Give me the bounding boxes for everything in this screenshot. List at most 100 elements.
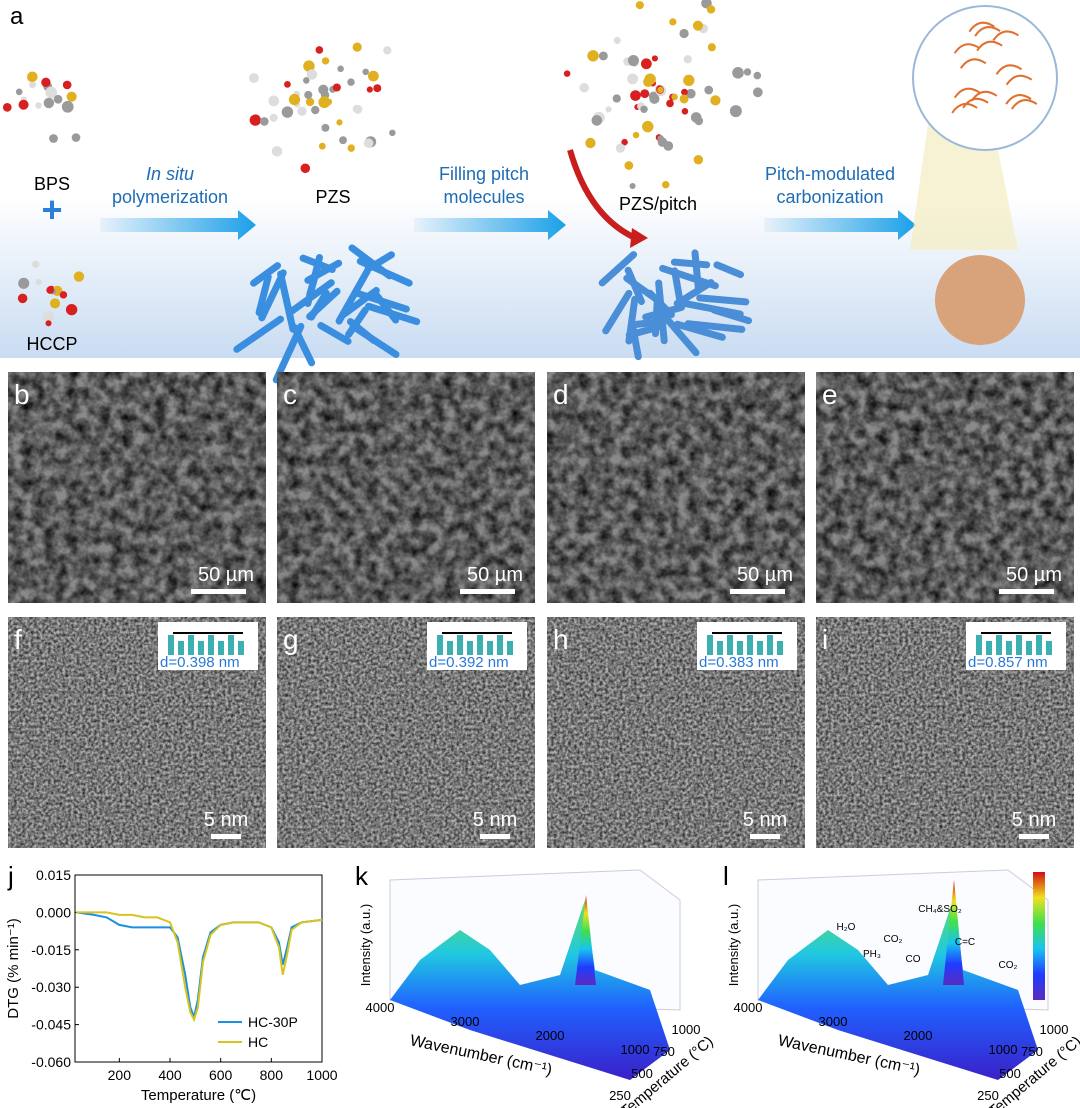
inset-peak xyxy=(737,641,743,655)
scale-label: 5 nm xyxy=(1012,809,1056,831)
atom xyxy=(690,112,702,123)
atom xyxy=(591,115,603,126)
y-tick-label: 500 xyxy=(999,1066,1021,1081)
inset-peak xyxy=(986,641,992,655)
inset-peak xyxy=(777,641,783,655)
atom xyxy=(49,298,61,309)
label: PZS/pitch xyxy=(619,194,697,214)
atom xyxy=(666,99,674,108)
atom xyxy=(651,55,658,62)
panel-label: g xyxy=(283,624,299,655)
inset-peak xyxy=(487,641,493,655)
rod xyxy=(659,264,719,290)
atom xyxy=(621,138,628,146)
x-tick-label: 2000 xyxy=(536,1028,565,1043)
carbon-arc xyxy=(953,87,981,99)
atom xyxy=(752,87,763,98)
atom xyxy=(15,88,23,96)
rod xyxy=(349,322,400,358)
atom xyxy=(627,73,639,85)
rod xyxy=(602,289,633,335)
rod xyxy=(250,262,282,287)
scale-label: 50 µm xyxy=(1006,564,1062,586)
rod xyxy=(673,320,726,341)
panel-label: j xyxy=(7,861,14,891)
atom xyxy=(2,102,12,112)
atom xyxy=(662,180,670,189)
atom xyxy=(339,136,347,145)
atom xyxy=(692,20,704,31)
scale-bar xyxy=(730,589,785,594)
atom xyxy=(281,106,294,118)
y-axis-label: DTG (% min⁻¹) xyxy=(5,918,22,1018)
panel-a-background xyxy=(0,0,1080,358)
panel-label: i xyxy=(822,624,828,655)
y-tick-label: 250 xyxy=(977,1088,999,1103)
step-label: molecules xyxy=(443,187,524,207)
atom xyxy=(605,106,612,113)
atom xyxy=(66,91,77,102)
carbon-particle xyxy=(935,255,1025,345)
atom xyxy=(18,99,29,110)
panel-l: l Intensity (a.u.) 4000 3000 2000 1000 2505007… xyxy=(723,861,1080,1108)
peak xyxy=(575,895,596,985)
rod xyxy=(304,259,343,284)
rod xyxy=(598,251,638,287)
rod xyxy=(642,303,686,321)
inset-peak xyxy=(1026,641,1032,655)
atom xyxy=(585,137,596,149)
atom xyxy=(563,70,571,77)
y-tick-label: 0.015 xyxy=(36,867,71,883)
plus: + xyxy=(41,189,62,230)
y-tick-label: 750 xyxy=(1021,1044,1043,1059)
x-tick-label: 3000 xyxy=(819,1014,848,1029)
scale-bar xyxy=(191,589,246,594)
annotation: CO₂ xyxy=(999,960,1018,971)
inset-peak xyxy=(727,635,733,655)
x-tick-label: 1000 xyxy=(306,1067,337,1083)
atom xyxy=(615,143,626,153)
atom xyxy=(332,83,341,92)
y-tick-label: -0.030 xyxy=(31,979,71,995)
carbon-arc xyxy=(1005,74,1033,86)
atom xyxy=(45,320,52,327)
atom xyxy=(318,142,326,150)
atom xyxy=(389,129,396,137)
atom xyxy=(366,86,373,93)
atom xyxy=(630,90,641,101)
rod xyxy=(255,273,272,317)
inset-peak xyxy=(996,635,1002,655)
atom xyxy=(306,69,318,80)
atom xyxy=(259,117,269,126)
atom xyxy=(587,50,599,62)
panel-label: a xyxy=(10,3,24,30)
inset-peak xyxy=(238,641,244,655)
carbon-arc xyxy=(951,102,978,114)
micrograph-texture xyxy=(8,372,266,603)
atom xyxy=(729,105,742,118)
panel-label: k xyxy=(355,861,369,891)
atom xyxy=(284,80,291,88)
x-tick-label: 1000 xyxy=(989,1042,1018,1057)
atom xyxy=(732,67,744,79)
inset-peak xyxy=(228,635,234,655)
atom xyxy=(297,106,307,116)
y-tick-label: -0.015 xyxy=(31,942,71,958)
d-spacing: d=0.857 nm xyxy=(968,654,1048,671)
micrographs: b 50 µm c 50 µm d 50 µm e 50 µm f 5 nm d=0.398 nm g… xyxy=(8,372,1074,848)
atom xyxy=(613,36,621,45)
rod xyxy=(233,315,285,353)
label: PZS xyxy=(315,187,350,207)
y-tick-label: 500 xyxy=(631,1066,653,1081)
panel-label: c xyxy=(283,379,297,410)
peak xyxy=(943,880,964,985)
annotation: H₂O xyxy=(837,922,856,933)
y-tick-label: 0.000 xyxy=(36,904,71,920)
y-tick-label: -0.060 xyxy=(31,1054,71,1070)
panel-label: h xyxy=(553,624,569,655)
inset-peak xyxy=(168,635,174,655)
inset-peak xyxy=(717,641,723,655)
legend-label: HC-30P xyxy=(248,1014,298,1030)
rod xyxy=(317,322,352,345)
atom xyxy=(627,55,639,67)
